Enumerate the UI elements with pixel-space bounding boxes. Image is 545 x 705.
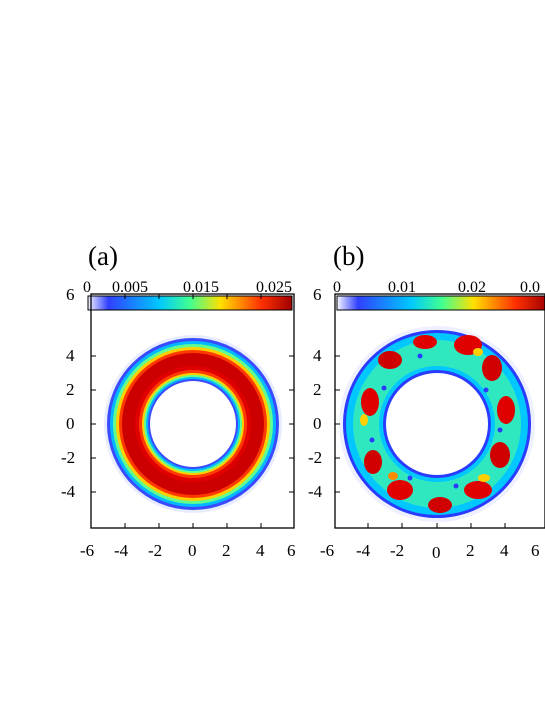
panel-b-ytick-label: 4 [313, 346, 322, 365]
panel-a-xtick-label: 2 [222, 541, 231, 560]
panel-b-xtick-label: -2 [390, 541, 404, 560]
panel-a-colorbar-label-0: 0 [83, 279, 91, 296]
panel-a-heatmap [104, 335, 282, 513]
panel-b-xtick-label: 6 [531, 541, 540, 560]
panel-b-plot: 6 4 2 0 -2 -4 -6 -4 -2 0 2 4 6 [308, 285, 545, 562]
panel-a-plot: 6 4 2 0 -2 -4 -6 -4 -2 0 2 4 6 [61, 285, 296, 560]
panel-b-ytick-label: -4 [308, 482, 323, 501]
panel-a-xtick-label: 4 [256, 541, 265, 560]
panel-b-ytick-label: 6 [313, 285, 322, 304]
panel-a-colorbar-label-1: 0.005 [112, 279, 148, 296]
panel-a-xtick-label: 6 [287, 541, 296, 560]
panel-b-xtick-label: 2 [466, 541, 475, 560]
panel-a-xtick-label: -6 [80, 541, 94, 560]
panel-b-xtick-label: 4 [500, 541, 509, 560]
panel-a-ytick-label: -4 [61, 482, 76, 501]
panel-b-xtick-label: -4 [356, 541, 371, 560]
panel-b-ytick-label: 0 [313, 414, 322, 433]
panel-b-colorbar: 0 0.01 0.02 0.0 [333, 279, 545, 311]
panel-a: (a) 0 0.005 0.015 0.025 [61, 241, 296, 560]
panel-b-colorbar-label-0: 0 [333, 279, 341, 296]
panel-a-xtick-label: 0 [188, 541, 197, 560]
panel-a-colorbar-label-3: 0.025 [256, 279, 292, 296]
panel-a-colorbar-gradient [87, 295, 293, 311]
panel-a-ytick-label: 4 [66, 346, 75, 365]
panel-b-frame [334, 293, 545, 529]
panel-b-ytick-label: -2 [308, 448, 322, 467]
panel-b-colorbar-label-3: 0.0 [520, 279, 540, 296]
panel-b-ytick-label: 2 [313, 380, 322, 399]
panel-a-ytick-label: 6 [66, 285, 75, 304]
panel-a-xtick-label: -4 [114, 541, 129, 560]
panel-b-colorbar-gradient [336, 295, 545, 311]
panel-a-colorbar: 0 0.005 0.015 0.025 [83, 279, 293, 311]
panel-a-xtick-label: -2 [148, 541, 162, 560]
panel-a-ytick-label: -2 [61, 448, 75, 467]
panel-a-colorbar-label-2: 0.015 [183, 279, 219, 296]
panel-b-xtick-label: -6 [320, 541, 334, 560]
panel-b: (b) 0 0.01 0.02 0.0 [308, 241, 545, 562]
panel-b-colorbar-label-2: 0.02 [458, 279, 486, 296]
panel-b-label: (b) [333, 241, 364, 271]
panel-b-xtick-label: 0 [432, 543, 441, 562]
panel-b-colorbar-label-1: 0.01 [388, 279, 416, 296]
panel-a-ticks [91, 294, 294, 528]
panel-a-label: (a) [88, 241, 118, 271]
panel-b-heatmap [339, 326, 535, 522]
panel-a-ytick-label: 0 [66, 414, 75, 433]
panel-b-ticks [335, 355, 506, 528]
panel-a-ytick-label: 2 [66, 380, 75, 399]
